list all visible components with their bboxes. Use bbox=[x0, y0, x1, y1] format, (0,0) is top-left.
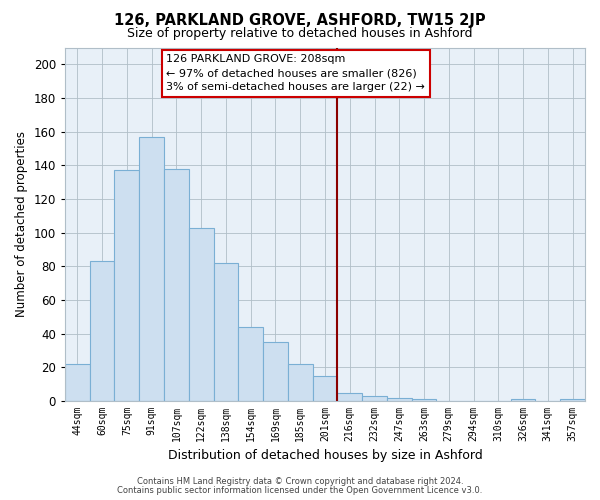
Bar bbox=[288, 364, 313, 401]
Bar bbox=[164, 168, 189, 401]
Bar bbox=[115, 170, 139, 401]
Bar bbox=[362, 396, 387, 401]
Bar bbox=[90, 262, 115, 401]
Bar bbox=[139, 136, 164, 401]
Bar bbox=[238, 327, 263, 401]
Text: Contains HM Land Registry data © Crown copyright and database right 2024.: Contains HM Land Registry data © Crown c… bbox=[137, 477, 463, 486]
Bar bbox=[313, 376, 337, 401]
Bar bbox=[337, 392, 362, 401]
Text: 126 PARKLAND GROVE: 208sqm
← 97% of detached houses are smaller (826)
3% of semi: 126 PARKLAND GROVE: 208sqm ← 97% of deta… bbox=[166, 54, 425, 92]
Text: Size of property relative to detached houses in Ashford: Size of property relative to detached ho… bbox=[127, 28, 473, 40]
Bar bbox=[387, 398, 412, 401]
Y-axis label: Number of detached properties: Number of detached properties bbox=[15, 132, 28, 318]
Text: Contains public sector information licensed under the Open Government Licence v3: Contains public sector information licen… bbox=[118, 486, 482, 495]
Text: 126, PARKLAND GROVE, ASHFORD, TW15 2JP: 126, PARKLAND GROVE, ASHFORD, TW15 2JP bbox=[114, 12, 486, 28]
Bar bbox=[65, 364, 90, 401]
Bar bbox=[189, 228, 214, 401]
Bar bbox=[263, 342, 288, 401]
Bar bbox=[511, 400, 535, 401]
X-axis label: Distribution of detached houses by size in Ashford: Distribution of detached houses by size … bbox=[167, 450, 482, 462]
Bar bbox=[214, 263, 238, 401]
Bar bbox=[560, 400, 585, 401]
Bar bbox=[412, 400, 436, 401]
